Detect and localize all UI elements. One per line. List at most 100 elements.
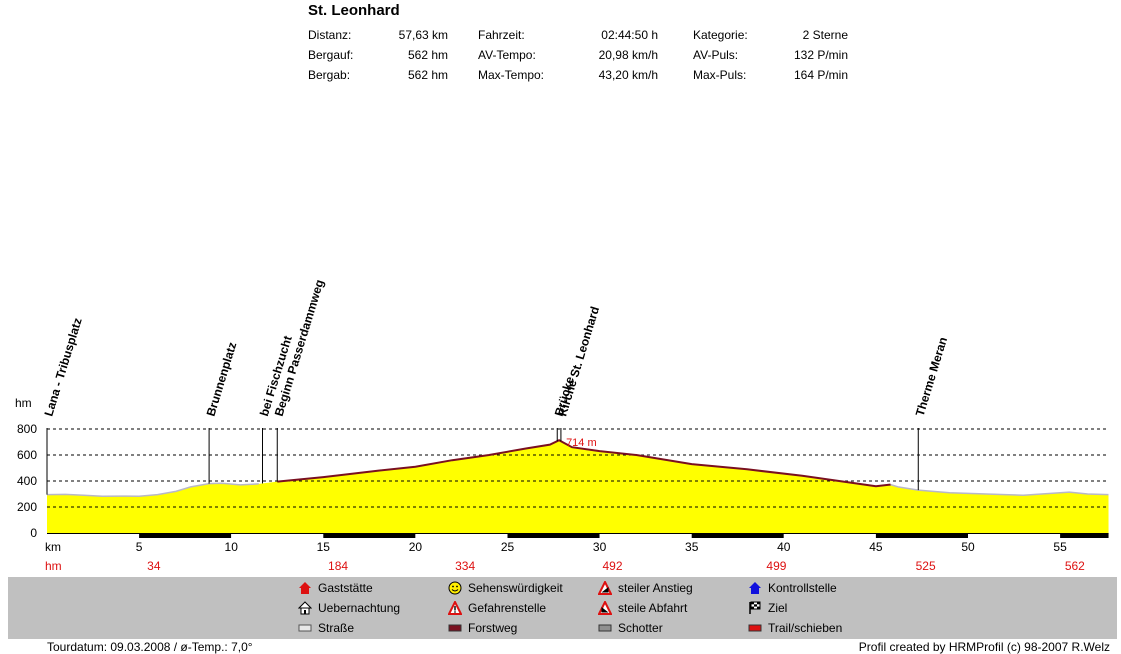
legend-label: Gaststätte bbox=[318, 581, 373, 595]
forest-road-swatch-icon bbox=[448, 621, 462, 635]
steep-descent-icon bbox=[598, 601, 612, 615]
stat-value-bergauf: 562 hm bbox=[407, 48, 448, 62]
stat-label-bergab: Bergab: bbox=[308, 68, 351, 82]
legend-item-uebernachtung: Uebernachtung bbox=[298, 601, 400, 615]
x-tick-label: 10 bbox=[225, 540, 239, 554]
checkpoint-icon bbox=[748, 581, 762, 595]
y-tick-label: 200 bbox=[17, 500, 37, 514]
x-tick-label: 35 bbox=[685, 540, 699, 554]
stat-label-kategorie: Kategorie: bbox=[693, 28, 748, 42]
stat-value-bergab: 562 hm bbox=[407, 68, 448, 82]
legend-item-strasse: Straße bbox=[298, 621, 354, 635]
surface-segment bbox=[968, 533, 1061, 538]
legend-item-schotter: Schotter bbox=[598, 621, 663, 635]
stat-label-av-puls: AV-Puls: bbox=[693, 48, 739, 62]
page-title: St. Leonhard bbox=[308, 2, 400, 19]
x-axis-label: km bbox=[45, 540, 61, 554]
legend-panel bbox=[8, 577, 1117, 639]
surface-segment bbox=[691, 533, 784, 538]
stat-value-distanz: 57,63 km bbox=[398, 28, 448, 42]
surface-segment bbox=[47, 533, 140, 538]
stat-value-av-tempo: 20,98 km/h bbox=[598, 48, 658, 62]
stat-value-max-puls: 164 P/min bbox=[793, 68, 848, 82]
stat-label-max-puls: Max-Puls: bbox=[693, 68, 747, 82]
smiley-icon bbox=[448, 581, 462, 595]
y-axis-label: hm bbox=[15, 396, 32, 410]
legend-item-steile-abfahrt: steile Abfahrt bbox=[598, 601, 687, 615]
x-tick-label: 55 bbox=[1053, 540, 1067, 554]
legend-label: Schotter bbox=[618, 621, 663, 635]
waypoint-label: Brunnenplatz bbox=[204, 340, 240, 417]
road-line bbox=[890, 483, 1109, 497]
x-tick-label: 45 bbox=[869, 540, 883, 554]
warning-icon bbox=[448, 601, 462, 615]
stat-value-fahrzeit: 02:44:50 h bbox=[601, 28, 658, 42]
stat-label-max-tempo: Max-Tempo: bbox=[478, 68, 545, 82]
x-tick-label: 40 bbox=[777, 540, 791, 554]
legend-label: steile Abfahrt bbox=[618, 601, 688, 615]
climb-value: 492 bbox=[602, 559, 622, 573]
climb-row-label: hm bbox=[45, 559, 62, 573]
footer-credits: Profil created by HRMProfil (c) 98-2007 … bbox=[858, 640, 1110, 654]
stat-label-fahrzeit: Fahrzeit: bbox=[478, 28, 525, 42]
x-tick-label: 15 bbox=[317, 540, 331, 554]
climb-value: 34 bbox=[147, 559, 161, 573]
surface-segment bbox=[323, 533, 416, 538]
legend-item-kontrollstelle: Kontrollstelle bbox=[748, 581, 837, 595]
surface-segment bbox=[139, 533, 232, 538]
x-tick-label: 30 bbox=[593, 540, 607, 554]
y-tick-label: 800 bbox=[17, 422, 37, 436]
house-red-icon bbox=[298, 581, 312, 595]
finish-flag-icon bbox=[748, 601, 762, 615]
legend-label: Ziel bbox=[768, 601, 788, 615]
waypoint-label: Lana - Tribusplatz bbox=[41, 316, 84, 418]
steep-climb-icon bbox=[598, 581, 612, 595]
surface-segment bbox=[231, 533, 324, 538]
legend-item-ziel: Ziel bbox=[748, 601, 787, 615]
climb-value: 499 bbox=[766, 559, 786, 573]
legend-item-forstweg: Forstweg bbox=[448, 621, 517, 635]
road-swatch-icon bbox=[298, 621, 312, 635]
surface-segment bbox=[507, 533, 600, 538]
legend-label: Kontrollstelle bbox=[768, 581, 837, 595]
forstweg-line bbox=[277, 439, 891, 488]
legend-label: Uebernachtung bbox=[318, 601, 401, 615]
legend-item-sehenswuerdigkeit: Sehenswürdigkeit bbox=[448, 581, 563, 595]
surface-segment bbox=[783, 533, 876, 538]
stat-value-kategorie: 2 Sterne bbox=[802, 28, 848, 42]
lodging-icon bbox=[298, 601, 312, 615]
climb-value: 525 bbox=[916, 559, 936, 573]
legend-item-gefahrenstelle: Gefahrenstelle bbox=[448, 601, 546, 615]
elevation-profile-chart: 714 m Lana - Tribusplatz Brunnenplatz bei … bbox=[15, 278, 1109, 573]
climb-value: 184 bbox=[328, 559, 348, 573]
legend-label: Gefahrenstelle bbox=[468, 601, 547, 615]
waypoint-label: Kirche St. Leonhard bbox=[555, 305, 602, 418]
y-tick-label: 400 bbox=[17, 474, 37, 488]
climb-value: 334 bbox=[455, 559, 475, 573]
x-tick-label: 20 bbox=[409, 540, 423, 554]
surface-segment bbox=[1060, 533, 1109, 538]
y-tick-label: 600 bbox=[17, 448, 37, 462]
stat-value-av-puls: 132 P/min bbox=[793, 48, 848, 62]
x-tick-label: 5 bbox=[136, 540, 143, 554]
legend-label: Sehenswürdigkeit bbox=[468, 581, 563, 595]
legend-item-steiler-anstieg: steiler Anstieg bbox=[598, 581, 693, 595]
elevation-area bbox=[47, 440, 1109, 533]
climb-value: 562 bbox=[1065, 559, 1085, 573]
surface-segment bbox=[875, 533, 968, 538]
surface-segment bbox=[415, 533, 508, 538]
legend-item-gaststaette: Gaststätte bbox=[298, 581, 373, 595]
road-line bbox=[46, 482, 259, 498]
footer-tour-info: Tourdatum: 09.03.2008 / ø-Temp.: 7,0° bbox=[47, 640, 253, 654]
surface-segment bbox=[599, 533, 692, 538]
waypoint-label: Therme Meran bbox=[913, 335, 950, 418]
stat-label-distanz: Distanz: bbox=[308, 28, 352, 42]
legend-label: steiler Anstieg bbox=[618, 581, 693, 595]
legend-label: Forstweg bbox=[468, 621, 518, 635]
gravel-swatch-icon bbox=[598, 621, 612, 635]
x-tick-label: 25 bbox=[501, 540, 515, 554]
legend-item-trail-schieben: Trail/schieben bbox=[748, 621, 842, 635]
legend-label: Straße bbox=[318, 621, 355, 635]
stat-label-av-tempo: AV-Tempo: bbox=[478, 48, 536, 62]
max-elevation-label: 714 m bbox=[566, 437, 597, 449]
